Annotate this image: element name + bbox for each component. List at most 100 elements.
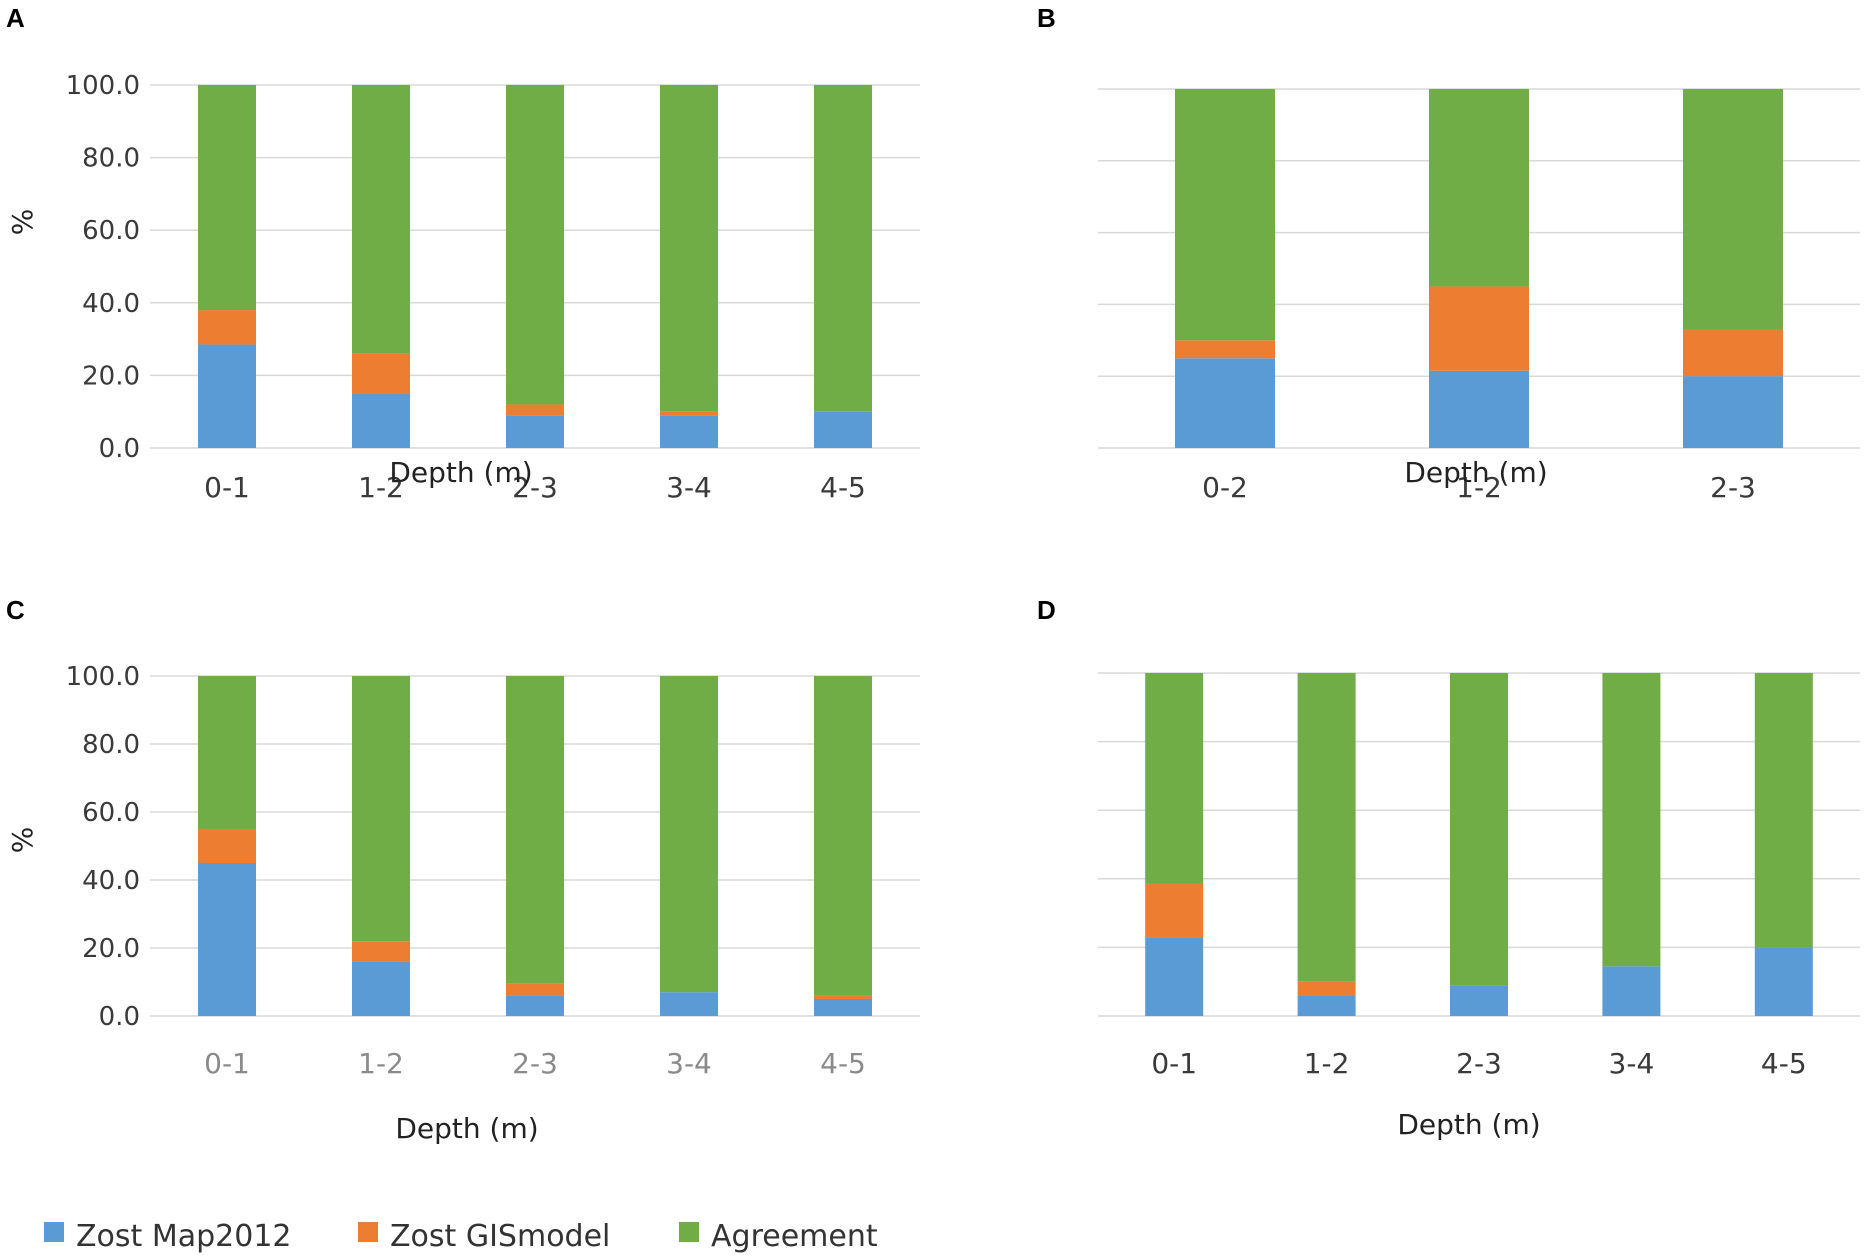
bar-segment-b-zost-map2012-1-2: [1429, 370, 1529, 448]
y-tick-label-c: 60.0: [82, 798, 140, 828]
y-tick-label-a: 100.0: [66, 71, 140, 101]
x-axis-title-d: Depth (m): [1397, 1108, 1540, 1141]
bar-segment-c-zost-map2012-4-5: [814, 999, 872, 1016]
bar-segment-c-agreement-3-4: [660, 676, 718, 993]
x-tick-label-d: 1-2: [1304, 1047, 1350, 1080]
x-axis-title-a: Depth (m): [389, 456, 532, 489]
x-tick-label-a: 1-2: [358, 471, 404, 504]
legend-label-agreement: Agreement: [711, 1219, 878, 1254]
y-tick-label-a: 80.0: [82, 144, 140, 174]
bar-segment-a-zost-map2012-4-5: [814, 411, 872, 448]
y-tick-label-a: 20.0: [82, 361, 140, 391]
bar-segment-c-agreement-1-2: [352, 676, 410, 942]
y-tick-label-c: 0.0: [99, 1002, 140, 1032]
bar-segment-d-agreement-4-5: [1754, 673, 1813, 948]
bar-segment-a-zost-gismodel-3-4: [660, 411, 718, 416]
bar-segment-d-zost-map2012-0-1: [1145, 937, 1204, 1016]
y-tick-label-a: 40.0: [82, 289, 140, 319]
bar-segment-d-agreement-0-1: [1145, 673, 1204, 884]
y-axis-title-a: %: [6, 209, 39, 236]
legend-swatch-zost-map2012: [44, 1222, 64, 1242]
bar-segment-a-zost-map2012-1-2: [352, 393, 410, 448]
bar-segment-c-zost-map2012-0-1: [198, 863, 256, 1016]
y-tick-label-c: 100.0: [66, 662, 140, 692]
x-tick-label-d: 2-3: [1456, 1047, 1502, 1080]
x-tick-label-a: 2-3: [512, 471, 558, 504]
bar-segment-b-agreement-0-2: [1175, 89, 1275, 341]
y-tick-label-a: 0.0: [99, 434, 140, 464]
bar-segment-a-agreement-1-2: [352, 85, 410, 354]
x-tick-label-b: 1-2: [1456, 471, 1502, 504]
panel-letter-b: B: [1037, 3, 1056, 33]
bar-segment-d-zost-gismodel-0-1: [1145, 883, 1204, 938]
bar-segment-a-zost-map2012-3-4: [660, 415, 718, 448]
bar-segment-d-agreement-3-4: [1602, 673, 1661, 967]
legend: Zost Map2012 Zost GISmodel Agreement: [44, 1219, 878, 1254]
x-tick-label-c: 0-1: [204, 1047, 250, 1080]
panel-letter-d: D: [1037, 595, 1056, 625]
bar-segment-b-zost-map2012-2-3: [1683, 376, 1783, 448]
x-tick-label-d: 0-1: [1151, 1047, 1197, 1080]
bar-segment-a-zost-gismodel-0-1: [198, 310, 256, 345]
legend-label-zost-map2012: Zost Map2012: [76, 1219, 292, 1254]
bar-segment-c-zost-map2012-2-3: [506, 995, 564, 1016]
panel-c: C 0.0 20.0 40.0 60.0 80.0 100.0 0-1 1-2 2-3 3-4 4…: [6, 595, 920, 1145]
x-tick-label-a: 0-1: [204, 471, 250, 504]
y-tick-label-c: 40.0: [82, 866, 140, 896]
x-tick-label-c: 3-4: [666, 1047, 712, 1080]
y-tick-label-c: 20.0: [82, 934, 140, 964]
bar-segment-d-agreement-1-2: [1297, 673, 1356, 982]
x-axis-title-c: Depth (m): [395, 1112, 538, 1145]
bar-segment-d-zost-map2012-4-5: [1754, 947, 1813, 1016]
legend-label-zost-gismodel: Zost GISmodel: [390, 1219, 610, 1254]
x-tick-label-b: 2-3: [1710, 471, 1756, 504]
bar-segment-d-zost-gismodel-1-2: [1297, 981, 1356, 996]
bar-segment-c-zost-gismodel-4-5: [814, 995, 872, 999]
x-tick-label-d: 3-4: [1609, 1047, 1655, 1080]
bar-segment-a-zost-gismodel-2-3: [506, 404, 564, 416]
bar-segment-c-zost-gismodel-1-2: [352, 941, 410, 962]
bar-segment-a-agreement-3-4: [660, 85, 718, 412]
bar-segment-d-zost-map2012-1-2: [1297, 995, 1356, 1016]
x-tick-label-a: 3-4: [666, 471, 712, 504]
panel-letter-a: A: [6, 3, 25, 33]
x-tick-label-d: 4-5: [1761, 1047, 1807, 1080]
y-tick-label-a: 60.0: [82, 216, 140, 246]
legend-swatch-agreement: [679, 1222, 699, 1242]
x-tick-label-b: 0-2: [1202, 471, 1248, 504]
bar-segment-b-zost-gismodel-1-2: [1429, 286, 1529, 371]
x-tick-label-c: 4-5: [820, 1047, 866, 1080]
bar-segment-a-zost-map2012-2-3: [506, 415, 564, 448]
legend-swatch-zost-gismodel: [358, 1222, 378, 1242]
bar-segment-d-agreement-2-3: [1450, 673, 1508, 986]
bar-segment-b-agreement-2-3: [1683, 89, 1783, 330]
bar-segment-b-zost-gismodel-0-2: [1175, 340, 1275, 359]
panel-d: D 0-1 1-2 2-3 3-4 4-5 Depth (m): [1037, 595, 1860, 1141]
bar-segment-b-zost-gismodel-2-3: [1683, 329, 1783, 377]
bar-segment-b-agreement-1-2: [1429, 89, 1529, 287]
bar-segment-c-agreement-0-1: [198, 676, 256, 829]
bar-segment-c-zost-gismodel-2-3: [506, 983, 564, 996]
bar-segment-a-agreement-0-1: [198, 85, 256, 311]
panel-b: B 0-2 1-2 2-3 Depth (m): [1037, 3, 1860, 504]
bar-segment-d-zost-map2012-3-4: [1602, 966, 1661, 1016]
y-axis-title-c: %: [6, 827, 39, 854]
bar-segment-b-zost-map2012-0-2: [1175, 358, 1275, 448]
bar-segment-c-zost-map2012-1-2: [352, 961, 410, 1016]
bar-segment-a-agreement-2-3: [506, 85, 564, 405]
x-tick-label-a: 4-5: [820, 471, 866, 504]
bar-segment-c-agreement-4-5: [814, 676, 872, 996]
x-tick-label-c: 1-2: [358, 1047, 404, 1080]
bar-segment-d-zost-map2012-2-3: [1450, 985, 1508, 1016]
bar-segment-c-agreement-2-3: [506, 676, 564, 984]
panel-a: A 0.0 20.0 40.0 60.0 80.0 100.0 0-1 1-2 2-3 3-4 4…: [6, 3, 920, 504]
y-tick-label-c: 80.0: [82, 730, 140, 760]
bar-segment-a-zost-map2012-0-1: [198, 344, 256, 448]
bar-segment-a-zost-gismodel-1-2: [352, 353, 410, 394]
x-tick-label-c: 2-3: [512, 1047, 558, 1080]
bar-segment-a-agreement-4-5: [814, 85, 872, 412]
bar-segment-c-zost-gismodel-0-1: [198, 829, 256, 863]
bar-segment-c-zost-map2012-3-4: [660, 992, 718, 1016]
x-axis-title-b: Depth (m): [1404, 456, 1547, 489]
